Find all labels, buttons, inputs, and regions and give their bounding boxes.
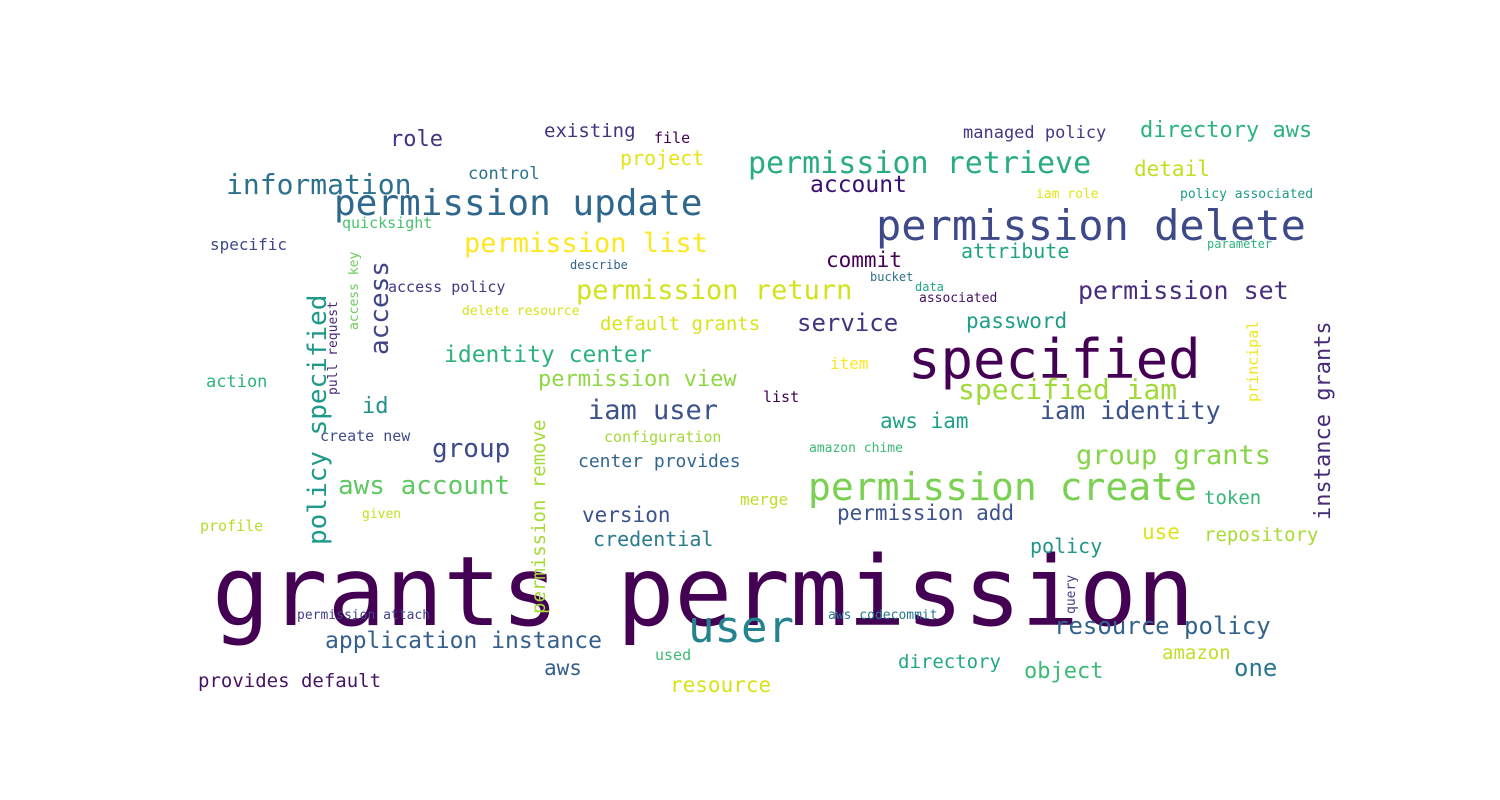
word-project: project [620, 146, 704, 170]
word-pull-request: pull request [326, 301, 341, 395]
word-amazon-chime: amazon chime [809, 441, 903, 456]
word-role: role [390, 127, 443, 152]
word-user: user [688, 602, 794, 653]
word-version: version [582, 503, 671, 527]
word-commit: commit [826, 248, 902, 272]
word-bucket: bucket [870, 270, 913, 284]
word-specific: specific [210, 235, 287, 254]
word-iam-user: iam user [588, 395, 718, 426]
word-repository: repository [1204, 524, 1318, 546]
word-aws-iam: aws iam [880, 409, 969, 433]
word-instance-grants: instance grants [1311, 321, 1336, 520]
word-item: item [830, 354, 869, 373]
word-aws: aws [544, 656, 582, 680]
word-resource-policy: resource policy [1054, 612, 1271, 640]
word-associated: associated [919, 291, 997, 306]
word-access: access [365, 261, 395, 355]
word-object: object [1024, 659, 1103, 684]
word-policy: policy [1030, 534, 1102, 558]
word-iam-identity: iam identity [1040, 396, 1221, 425]
word-aws-codecommit: aws codecommit [828, 608, 938, 623]
word-permission-return: permission return [576, 275, 852, 306]
word-profile: profile [200, 517, 263, 535]
word-id: id [362, 394, 389, 419]
word-existing: existing [544, 120, 636, 142]
word-managed-policy: managed policy [963, 123, 1106, 143]
word-default-grants: default grants [600, 313, 760, 335]
word-identity-center: identity center [444, 342, 652, 368]
word-application-instance: application instance [325, 628, 602, 654]
word-policy-associated: policy associated [1180, 187, 1313, 202]
word-resource: resource [670, 673, 771, 697]
word-create-new: create new [320, 427, 411, 445]
word-provides-default: provides default [198, 670, 381, 692]
word-control: control [468, 164, 540, 184]
word-password: password [966, 309, 1067, 333]
word-aws-account: aws account [338, 471, 510, 501]
word-delete-resource: delete resource [462, 304, 580, 319]
word-one: one [1234, 654, 1277, 682]
word-account: account [810, 172, 907, 198]
word-permission-update: permission update [334, 183, 702, 224]
word-principal: principal [1244, 321, 1262, 402]
word-use: use [1142, 520, 1180, 544]
word-access-policy: access policy [388, 278, 505, 296]
word-iam-role: iam role [1036, 187, 1099, 202]
word-token: token [1204, 487, 1261, 509]
word-list: list [763, 388, 799, 406]
word-permission-list: permission list [464, 228, 708, 259]
word-grants-permission: grants permission [212, 536, 1195, 648]
word-information: information [226, 168, 411, 201]
word-detail: detail [1134, 157, 1210, 181]
word-access-key: access key [347, 252, 362, 330]
word-directory: directory [898, 651, 1001, 673]
word-permission-view: permission view [538, 367, 737, 392]
word-parameter: parameter [1207, 237, 1272, 251]
word-file: file [654, 129, 690, 147]
word-describe: describe [570, 258, 628, 272]
word-permission-create: permission create [808, 465, 1197, 509]
word-merge: merge [740, 490, 788, 509]
word-center-provides: center provides [578, 451, 741, 472]
word-given: given [362, 507, 401, 522]
word-permission-delete: permission delete [876, 201, 1306, 250]
word-specified: specified [908, 328, 1201, 391]
word-permission-remove: permission remove [528, 420, 550, 614]
word-credential: credential [593, 527, 713, 551]
word-directory-aws: directory aws [1140, 118, 1312, 143]
word-amazon: amazon [1162, 642, 1231, 664]
word-query: query [1064, 575, 1079, 614]
word-service: service [797, 309, 898, 337]
word-attribute: attribute [961, 239, 1069, 263]
word-policy-specified: policy specified [303, 295, 333, 545]
word-data: data [915, 280, 944, 294]
word-specified-iam: specified iam [958, 373, 1177, 406]
word-permission-attach: permission attach [297, 608, 430, 623]
word-configuration: configuration [604, 428, 721, 446]
word-permission-retrieve: permission retrieve [748, 146, 1091, 181]
word-quicksight: quicksight [342, 214, 432, 232]
word-group-grants: group grants [1076, 440, 1271, 471]
word-group: group [432, 434, 510, 464]
word-action: action [206, 372, 267, 392]
word-used: used [655, 646, 691, 664]
word-permission-set: permission set [1078, 276, 1289, 305]
word-permission-add: permission add [837, 501, 1014, 525]
